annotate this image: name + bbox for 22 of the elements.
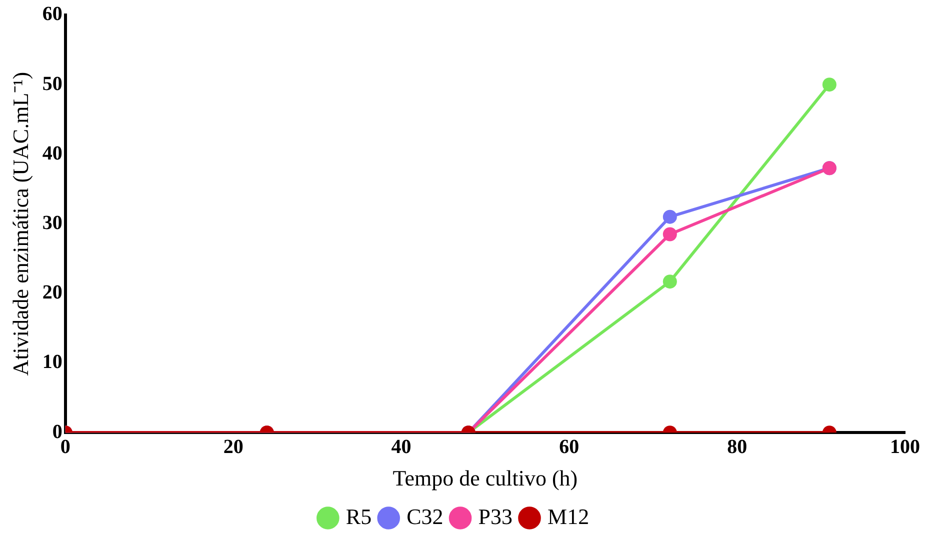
- legend-label: R5: [346, 504, 372, 529]
- legend-label: P33: [478, 504, 513, 529]
- point: [662, 227, 677, 242]
- y-tick-label: 60: [42, 3, 62, 26]
- x-tick-label: 80: [727, 436, 748, 458]
- y-tick-label: 10: [42, 351, 62, 374]
- y-tick-label: 20: [42, 282, 62, 304]
- x-tick-label: 100: [890, 436, 920, 458]
- y-tick-label: 0: [52, 420, 62, 443]
- point: [822, 78, 836, 92]
- y-tick-label: 50: [42, 72, 62, 95]
- y-axis-title: Atividade enzimática (UAC.mL⁻¹): [8, 72, 33, 376]
- point: [662, 274, 677, 289]
- x-tick-label: 60: [559, 436, 580, 458]
- y-tick-label: 30: [42, 212, 62, 234]
- y-tick-label: 40: [42, 142, 62, 164]
- x-tick-label: 20: [223, 436, 244, 458]
- legend-label: M12: [548, 504, 590, 529]
- x-axis-title: Tempo de cultivo (h): [392, 466, 578, 491]
- legend-label: C32: [406, 504, 444, 529]
- point: [662, 210, 677, 224]
- x-tick-label: 40: [391, 436, 412, 458]
